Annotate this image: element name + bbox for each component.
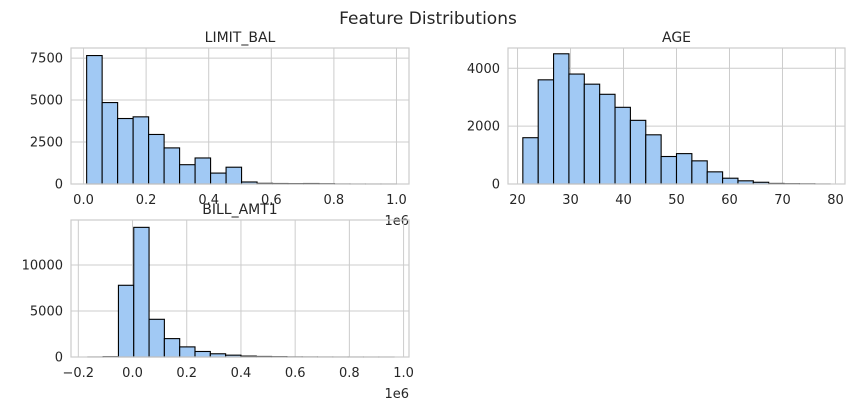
x-tick-label: 0.4 — [231, 366, 252, 381]
histogram-bar — [645, 134, 662, 185]
y-tick-label: 0 — [55, 351, 63, 366]
histogram-bar — [179, 346, 196, 358]
x-tick-label: −0.2 — [63, 366, 95, 381]
x-tick-label: 80 — [827, 193, 844, 208]
histogram-bar — [101, 102, 119, 185]
subplot-title: LIMIT_BAL — [205, 30, 276, 46]
y-tick-label: 7500 — [30, 52, 63, 67]
histogram-bar — [86, 55, 103, 185]
histogram-bar — [629, 119, 647, 185]
x-tick-label: 0.4 — [198, 193, 219, 208]
y-tick-label: 10000 — [22, 259, 63, 274]
y-tick-label: 0 — [55, 178, 63, 193]
y-tick-label: 5000 — [30, 94, 63, 109]
histogram-bar — [194, 350, 211, 358]
histogram-bar — [163, 338, 181, 358]
y-tick-label: 0 — [492, 178, 500, 193]
histogram-bar — [522, 137, 539, 185]
axes-frame — [70, 219, 410, 358]
histogram-bar — [553, 53, 570, 185]
subplot-bill-amt1: −0.2 0.0 0.2 0.4 0.6 0.8 1.0 0 5000 10000 1e6 BILL_… — [22, 202, 414, 402]
axes-frame — [507, 47, 846, 185]
subplot-limit-bal: 0.0 0.2 0.4 0.6 0.8 1.0 0 2500 5000 7500 1e6 LIMIT_… — [30, 30, 410, 229]
x-tick-label: 1.0 — [393, 366, 414, 381]
subplot-title: AGE — [662, 30, 691, 46]
histogram-bar — [117, 284, 135, 358]
histogram-bar — [163, 147, 181, 185]
histogram-bar — [691, 160, 708, 185]
histogram-bar — [148, 133, 165, 185]
x-tick-label: 0.8 — [339, 366, 360, 381]
histogram-bar — [117, 117, 134, 185]
histogram-bar — [194, 157, 212, 185]
x-tick-label: 0.6 — [285, 366, 306, 381]
histogram-bar — [537, 79, 555, 185]
histogram-bar — [675, 153, 693, 185]
x-offset-label: 1e6 — [384, 387, 409, 402]
histogram-bar — [614, 106, 631, 185]
histogram-bar — [706, 171, 724, 185]
x-tick-label: 0.6 — [261, 193, 282, 208]
histogram-bar — [568, 73, 585, 185]
histogram-bar — [722, 177, 739, 185]
histogram-bar — [599, 93, 616, 185]
histogram-bar — [583, 83, 601, 185]
y-tick-label: 4000 — [467, 62, 500, 77]
subplot-title: BILL_AMT1 — [202, 202, 277, 218]
subplots: 0.0 0.2 0.4 0.6 0.8 1.002500500075001e6LIMIT_… — [22, 30, 846, 402]
x-tick-label: 50 — [668, 193, 685, 208]
x-tick-label: 0.2 — [176, 366, 197, 381]
histogram-bar — [133, 226, 150, 358]
x-tick-label: 0.0 — [73, 193, 94, 208]
x-tick-label: 0.8 — [324, 193, 345, 208]
x-tick-label: 20 — [509, 193, 526, 208]
y-tick-label: 2500 — [30, 136, 63, 151]
histogram-bar — [660, 155, 678, 185]
y-tick-label: 2000 — [467, 120, 500, 135]
axes-frame — [70, 47, 410, 185]
x-tick-label: 70 — [774, 193, 791, 208]
subplot-age: 20 30 40 50 60 70 80 0 2000 4000 AGE — [467, 30, 846, 208]
x-tick-label: 0.0 — [122, 366, 143, 381]
histogram-bar — [148, 318, 165, 358]
figure-title: Feature Distributions — [339, 9, 517, 29]
x-tick-label: 40 — [615, 193, 632, 208]
histogram-bar — [210, 172, 227, 185]
histogram-bar — [225, 166, 243, 185]
x-tick-label: 1.0 — [386, 193, 407, 208]
x-tick-label: 60 — [721, 193, 738, 208]
x-offset-label: 1e6 — [384, 214, 409, 229]
x-tick-label: 0.2 — [136, 193, 157, 208]
y-tick-label: 5000 — [30, 305, 63, 320]
x-tick-label: 30 — [562, 193, 579, 208]
histogram-bar — [132, 116, 150, 185]
histogram-bar — [179, 164, 196, 185]
